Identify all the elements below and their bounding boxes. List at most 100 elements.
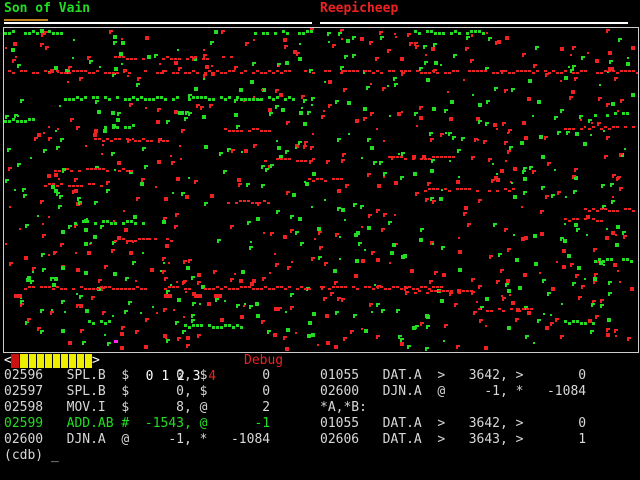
core-cell [80, 286, 83, 288]
core-cell [288, 286, 291, 288]
core-cell [163, 308, 167, 310]
core-cell [412, 326, 416, 330]
core-cell [98, 138, 101, 140]
panel-0[interactable]: 0 [145, 369, 154, 384]
core-cell [236, 96, 239, 99]
core-cell [24, 32, 27, 35]
core-cell [185, 291, 187, 293]
core-cell [595, 59, 599, 63]
core-cell [533, 342, 535, 344]
core-cell [410, 269, 414, 273]
core-cell [387, 49, 391, 51]
core-cell [485, 122, 489, 124]
core-cell [268, 130, 271, 132]
core-cell [577, 266, 581, 270]
core-cell [398, 335, 402, 337]
core-cell [204, 72, 207, 74]
panel-4[interactable]: 4 [208, 369, 217, 384]
core-cell [91, 296, 95, 298]
core-cell [140, 182, 144, 186]
cycle-segment-divider [68, 354, 69, 368]
core-cell [547, 292, 551, 294]
panel-1[interactable]: 1 [161, 369, 170, 384]
core-cell [383, 213, 387, 215]
core-cell [600, 208, 603, 210]
panel-3[interactable]: 3 [192, 369, 201, 384]
core-cell [42, 223, 44, 225]
core-cell [113, 41, 117, 43]
core-cell [561, 303, 563, 305]
core-cell [286, 32, 289, 35]
core-cell [608, 51, 612, 55]
core-cell [20, 120, 23, 123]
core-cell [404, 158, 407, 160]
core-cell [227, 148, 231, 150]
core-cell [323, 297, 327, 299]
core-cell [423, 45, 427, 47]
scroll-right-arrow[interactable]: > [92, 353, 100, 368]
core-cell [426, 30, 429, 33]
core-cell [572, 320, 575, 323]
core-cell [334, 281, 338, 283]
core-cell [318, 256, 322, 258]
core-cell [280, 158, 283, 160]
core-cell [304, 70, 307, 72]
core-cell [502, 122, 506, 124]
core-cell [199, 303, 201, 305]
core-cell [430, 30, 433, 33]
core-cell [152, 306, 154, 308]
core-cell [86, 168, 89, 170]
core-cell [485, 67, 489, 69]
core-cell [165, 337, 167, 339]
core-cell [194, 180, 198, 182]
core-cell [26, 278, 30, 282]
core-cell [464, 206, 468, 210]
core-cell [144, 345, 148, 349]
core-cell [84, 228, 88, 232]
core-cell [444, 188, 447, 190]
core-cell [311, 206, 313, 208]
core-cell [324, 81, 326, 83]
core-cell [232, 326, 235, 329]
core-cell [620, 99, 624, 101]
core-cell [470, 290, 473, 292]
core-cell [570, 54, 572, 56]
core-cell [395, 36, 397, 38]
core-cell [76, 268, 80, 272]
core-cell [300, 160, 303, 162]
core-cell [296, 288, 299, 290]
core-cell [56, 286, 59, 288]
core-cell [68, 72, 71, 74]
core-cell [420, 286, 423, 288]
core-cell [61, 230, 65, 234]
core-cell [50, 277, 54, 279]
scroll-left-arrow[interactable]: < [4, 353, 12, 368]
core-cell [619, 281, 621, 283]
core-cell [471, 35, 473, 37]
core-cell [326, 160, 330, 162]
core-cell [373, 161, 377, 163]
core-cell [120, 288, 123, 290]
core-cell [152, 98, 155, 101]
core-cell [389, 115, 391, 117]
cdb-prompt[interactable]: (cdb) _ [4, 448, 59, 463]
core-cell [608, 67, 612, 71]
core-cell [307, 334, 311, 338]
core-cell [592, 218, 595, 220]
core-cell [272, 288, 275, 290]
core-cell [211, 65, 213, 67]
core-cell [450, 100, 454, 104]
core-cell [544, 136, 548, 138]
core-cell [134, 58, 137, 60]
core-cell [343, 337, 347, 339]
core-cell [128, 126, 131, 129]
core-cell [312, 180, 315, 182]
core-memory-display[interactable] [3, 27, 639, 353]
core-cell [286, 191, 290, 193]
core-cell [11, 48, 15, 52]
panel-2[interactable]: 2 [176, 369, 185, 384]
core-cell [74, 178, 78, 180]
core-cell [342, 153, 346, 155]
core-cell [261, 184, 265, 186]
core-cell [300, 286, 303, 288]
